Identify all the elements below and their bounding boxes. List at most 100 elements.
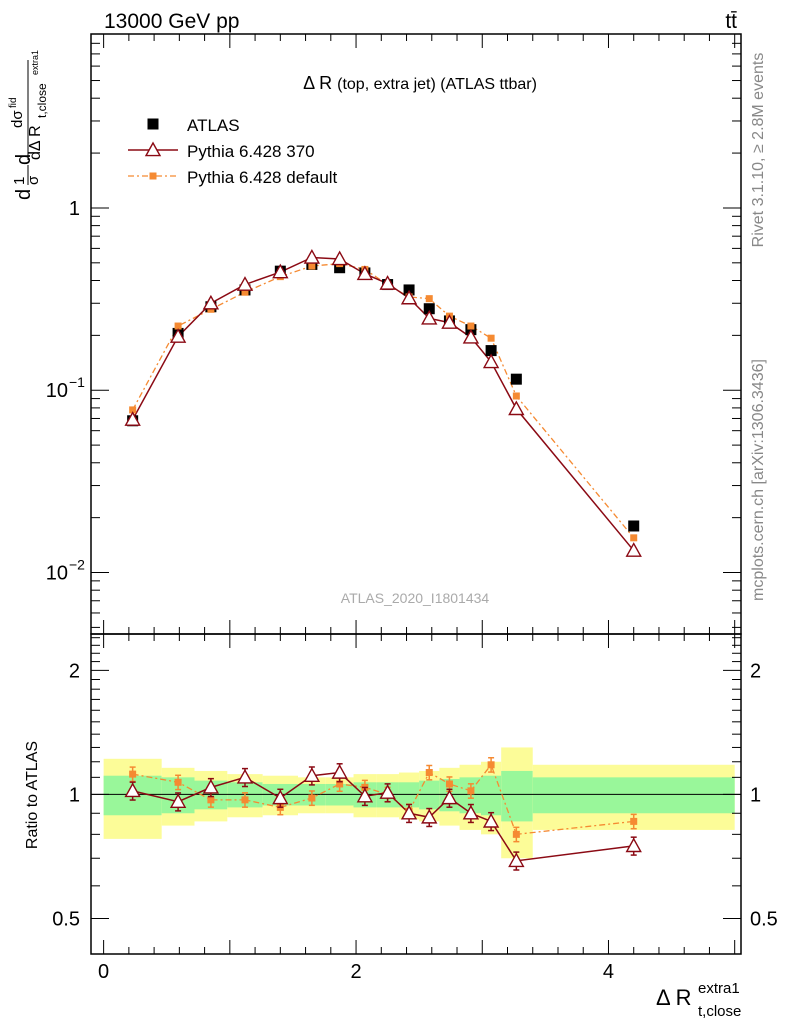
ratio-pythia-default-marker: [336, 780, 344, 788]
pythia370-marker: [482, 353, 500, 369]
pythia370-marker: [462, 328, 480, 344]
pythia370-marker: [379, 784, 396, 799]
pythia370-marker: [356, 265, 374, 281]
rivet-label: Rivet 3.1.10, ≥ 2.8M events: [750, 53, 767, 248]
ratio-pythia-default-marker: [445, 780, 453, 788]
ratio-y-tick-label: 1: [69, 784, 80, 806]
svg-text:1: 1: [11, 177, 28, 185]
svg-text:t,close: t,close: [698, 1003, 741, 1020]
pythia370-marker: [169, 328, 187, 343]
x-tick-label: 4: [603, 961, 614, 983]
pythia370-marker: [441, 789, 458, 805]
pythia370-marker: [482, 812, 500, 828]
pythia370-marker: [400, 289, 418, 305]
ratio-y-tick-label-right: 2: [750, 660, 761, 682]
mcplots-label: mcplots.cern.ch [arXiv:1306.3436]: [750, 359, 767, 601]
legend-atlas-marker: [147, 118, 159, 130]
pythia-default-marker: [467, 322, 475, 330]
pythia-default-marker: [308, 262, 316, 270]
y-axis-label-lower: Ratio to ATLAS: [24, 741, 41, 849]
y-tick-label: 10: [46, 380, 68, 402]
y-tick-label-exponent: −2: [69, 557, 85, 573]
svg-text:extra1: extra1: [30, 50, 40, 75]
pythia370-marker: [236, 276, 254, 291]
pythia370-marker: [169, 793, 187, 809]
atlas-point: [510, 373, 522, 385]
svg-text:d: d: [13, 154, 35, 165]
energy-label: 13000 GeV pp: [104, 10, 239, 33]
band-inner: [532, 777, 735, 814]
ratio-pythia-default-line: [132, 763, 634, 836]
pythia-default-marker: [174, 322, 182, 330]
pythia-default-marker: [241, 288, 249, 296]
ratio-pythia-default-marker: [512, 830, 520, 838]
pythia370-marker: [400, 804, 418, 820]
pythia370-marker: [202, 294, 220, 310]
pythia370-marker: [272, 789, 289, 805]
y-axis-label-upper: d 1 σ d dσ fid dΔ R t,close extra1: [8, 50, 49, 200]
svg-text:σ: σ: [25, 175, 42, 185]
svg-text:dΔ R: dΔ R: [27, 125, 44, 160]
pythia370-marker: [236, 768, 254, 784]
chart-title: Δ R (top, extra jet) (ATLAS ttbar): [303, 73, 537, 93]
ratio-pythia-default-marker: [241, 796, 249, 804]
svg-text:fid: fid: [8, 97, 19, 108]
pythia370-marker: [356, 787, 374, 803]
pythia370-marker: [462, 804, 480, 820]
pythia370-marker: [124, 411, 141, 426]
pythia-default-marker: [487, 334, 495, 342]
legend-pythia-default-marker: [149, 172, 157, 180]
pythia370-marker: [441, 314, 458, 329]
atlas-point: [628, 520, 640, 532]
pythia370-marker: [421, 309, 438, 325]
pythia370-marker: [303, 249, 321, 264]
pythia370-marker: [625, 542, 642, 557]
pythia-default-line: [132, 262, 635, 539]
pythia370-marker: [272, 263, 289, 279]
band-inner: [501, 770, 533, 822]
legend-pythia370-label: Pythia 6.428 370: [187, 142, 315, 161]
atlas-point: [423, 303, 435, 315]
x-tick-label: 0: [98, 961, 109, 983]
pythia370-marker: [331, 250, 348, 266]
process-label: tt̄: [725, 10, 737, 33]
ratio-y-tick-label: 2: [69, 660, 80, 682]
ratio-pythia-default-marker: [129, 770, 137, 778]
y-tick-label-exponent: −1: [69, 374, 85, 390]
pythia370-marker: [124, 782, 141, 798]
pythia370-marker: [202, 778, 220, 794]
analysis-label: ATLAS_2020_I1801434: [341, 590, 490, 606]
pythia370-marker: [625, 837, 642, 853]
pythia370-marker: [331, 764, 348, 779]
x-axis-label: Δ R extra1 t,close: [656, 980, 741, 1020]
y-tick-label: 1: [69, 198, 80, 220]
svg-text:dσ: dσ: [9, 110, 26, 128]
ratio-pythia-default-marker: [425, 769, 433, 777]
pythia370-marker: [303, 767, 321, 783]
pythia370-line: [131, 256, 635, 552]
pythia-default-marker: [129, 406, 137, 414]
ratio-pythia-default-marker: [487, 761, 495, 769]
y-tick-label: 10: [46, 563, 68, 585]
pythia370-marker: [144, 141, 162, 157]
atlas-point: [334, 262, 346, 274]
ratio-y-tick-label: 0.5: [52, 908, 80, 930]
ratio-pythia-default-marker: [174, 778, 182, 786]
svg-text:extra1: extra1: [698, 980, 740, 997]
pythia370-marker: [421, 808, 438, 824]
ratio-y-tick-label-right: 0.5: [750, 908, 778, 930]
svg-text:Δ R: Δ R: [656, 985, 691, 1010]
pythia-default-marker: [512, 392, 520, 400]
atlas-point: [485, 345, 497, 357]
ratio-y-tick-label-right: 1: [750, 784, 761, 806]
ratio-pythia-default-marker: [467, 787, 475, 795]
band-inner: [481, 775, 502, 816]
ratio-pythia370-line: [132, 771, 634, 862]
legend-pythia-default-label: Pythia 6.428 default: [187, 168, 338, 187]
legend-atlas-label: ATLAS: [187, 116, 240, 135]
pythia370-marker: [379, 275, 396, 290]
pythia-default-marker: [630, 534, 638, 542]
ratio-pythia-default-marker: [207, 796, 215, 804]
pythia-default-marker: [425, 295, 433, 303]
